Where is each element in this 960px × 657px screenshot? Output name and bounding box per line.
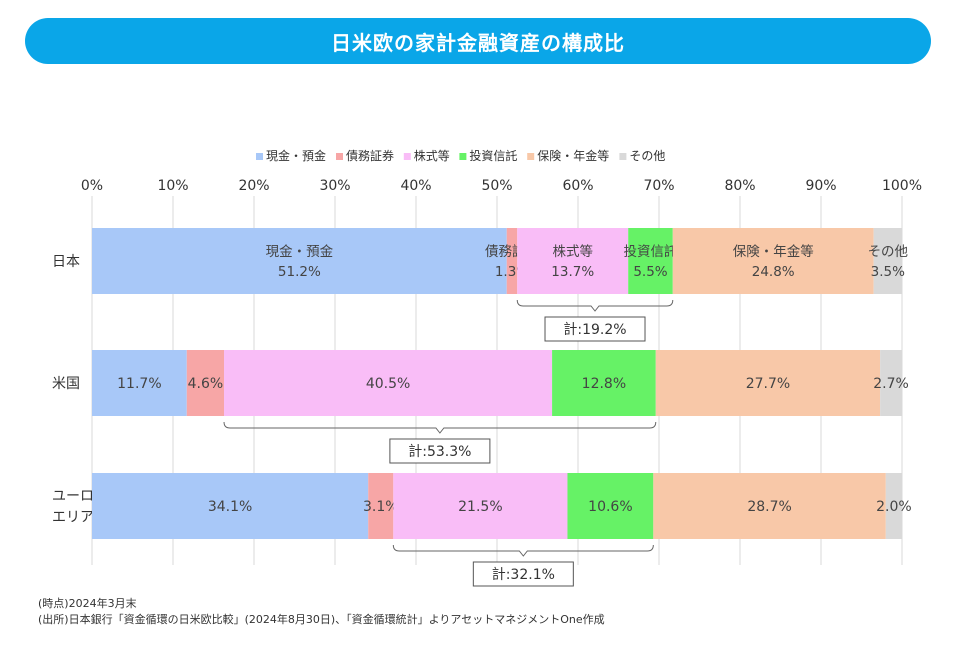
segment-series-label: 投資信託	[623, 244, 677, 260]
bar-segment	[880, 350, 902, 416]
bar-segment	[92, 473, 369, 539]
footnotes: (時点)2024年3月末 (出所)日本銀行「資金循環の日米欧比較」(2024年8…	[38, 596, 605, 628]
x-tick-label: 80%	[724, 178, 755, 194]
segment-series-label: 現金・預金	[266, 244, 334, 260]
category-label: エリア	[52, 510, 94, 526]
x-tick-label: 10%	[157, 178, 188, 194]
legend-swatch	[336, 153, 343, 160]
total-label: 計:19.2%	[563, 322, 626, 338]
bar-segment	[653, 473, 886, 539]
legend-swatch	[619, 153, 627, 160]
data-label: 24.8%	[752, 264, 795, 280]
footnote-source: (出所)日本銀行「資金循環の日米欧比較」(2024年8月30日)、「資金循環統計…	[38, 613, 605, 626]
data-label: 2.0%	[876, 499, 912, 515]
bar-segment	[552, 350, 656, 416]
x-tick-label: 40%	[400, 178, 431, 194]
segment-series-label: 株式等	[552, 243, 593, 260]
data-label: 51.2%	[278, 264, 321, 280]
x-tick-label: 50%	[481, 178, 512, 194]
data-label: 4.6%	[188, 376, 224, 392]
legend-swatch	[256, 153, 263, 160]
data-label: 27.7%	[746, 376, 790, 392]
chart-title: 日米欧の家計金融資産の構成比	[331, 30, 625, 55]
title-banner: 日米欧の家計金融資産の構成比	[25, 18, 931, 64]
category-label: 日本	[52, 254, 80, 270]
total-brace	[223, 421, 657, 434]
segment-series-label: 保険・年金等	[733, 243, 814, 260]
data-label: 40.5%	[366, 376, 410, 392]
bar-segment	[368, 473, 394, 539]
total-box	[472, 561, 574, 587]
total-label: 計:53.3%	[408, 444, 471, 460]
x-tick-label: 20%	[238, 178, 269, 194]
bar-segment	[393, 473, 568, 539]
bar-segment	[873, 228, 902, 294]
data-label: 34.1%	[208, 499, 252, 515]
x-tick-label: 100%	[882, 178, 922, 194]
bar-segment	[186, 350, 225, 416]
legend-swatch	[459, 153, 467, 160]
legend-label: 現金・預金	[266, 148, 326, 163]
x-tick-label: 90%	[805, 178, 836, 194]
category-label: ユーロ	[52, 489, 94, 505]
data-label: 2.7%	[873, 376, 909, 392]
footnote-time: (時点)2024年3月末	[38, 597, 137, 610]
bar-segment	[567, 473, 654, 539]
bar-segment	[885, 473, 902, 539]
legend-label: 債務証券	[346, 148, 394, 163]
total-label: 計:32.1%	[492, 567, 555, 583]
x-tick-label: 0%	[81, 178, 103, 194]
total-brace	[392, 544, 654, 557]
segment-series-label: その他	[868, 244, 909, 260]
bar-segment	[517, 228, 629, 294]
x-tick-label: 70%	[643, 178, 674, 194]
data-label: 11.7%	[117, 376, 161, 392]
total-box	[544, 316, 646, 342]
bar-segment	[628, 228, 673, 294]
data-label: 28.7%	[747, 499, 791, 515]
legend-label: 保険・年金等	[537, 148, 609, 163]
category-label: 米国	[52, 376, 80, 392]
total-box	[389, 438, 491, 464]
bar-segment	[92, 228, 507, 294]
bar-segment	[672, 228, 874, 294]
stacked-bar-chart: 0% 10% 20% 30% 40% 50% 60% 70% 80% 90% 100% 現金・預金 債務…	[52, 148, 922, 587]
legend-swatch	[527, 153, 535, 160]
bar-segment	[224, 350, 553, 416]
bar-segment	[92, 350, 187, 416]
data-label: 13.7%	[551, 264, 594, 280]
data-label: 10.6%	[588, 499, 632, 515]
x-tick-label: 30%	[319, 178, 350, 194]
data-label: 12.8%	[582, 376, 626, 392]
bar-segment	[655, 350, 881, 416]
legend-label: その他	[629, 149, 665, 163]
bar-segment	[506, 228, 518, 294]
legend-label: 株式等	[414, 148, 450, 163]
data-label: 3.1%	[363, 499, 399, 515]
data-label: 3.5%	[871, 264, 905, 280]
data-label: 21.5%	[458, 499, 502, 515]
x-tick-label: 60%	[562, 178, 593, 194]
data-label: 5.5%	[633, 264, 667, 280]
total-brace	[516, 299, 674, 312]
legend-swatch	[403, 153, 411, 160]
legend-label: 投資信託	[469, 148, 517, 163]
